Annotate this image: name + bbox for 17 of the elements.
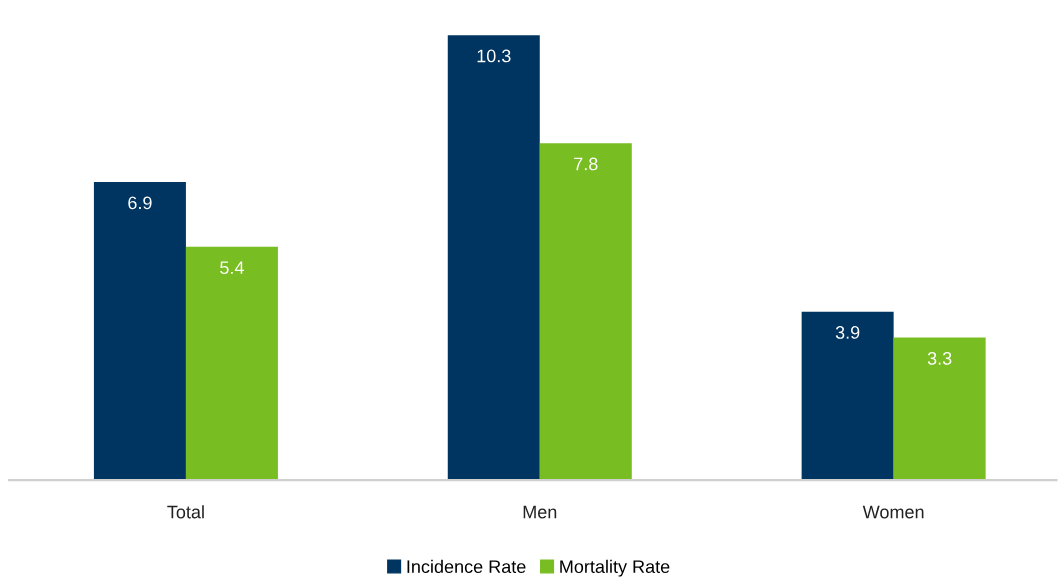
data-label: 3.9 [835,326,860,339]
data-label: 7.8 [574,157,598,171]
bar [93,182,186,481]
bar [539,143,632,481]
x-tick-label: Total [167,505,204,519]
legend-label: Mortality Rate [560,559,670,577]
bar [447,35,540,481]
bar [801,311,894,481]
data-label: 10.3 [477,49,511,63]
data-label: 5.4 [220,261,244,275]
legend-label: Incidence Rate [407,559,526,574]
x-tick-label: Men [523,505,557,519]
bar [893,337,986,481]
bar [185,246,278,481]
x-tick-label: Women [862,505,924,519]
data-label: 3.3 [927,351,952,365]
data-label: 6.9 [128,196,152,210]
